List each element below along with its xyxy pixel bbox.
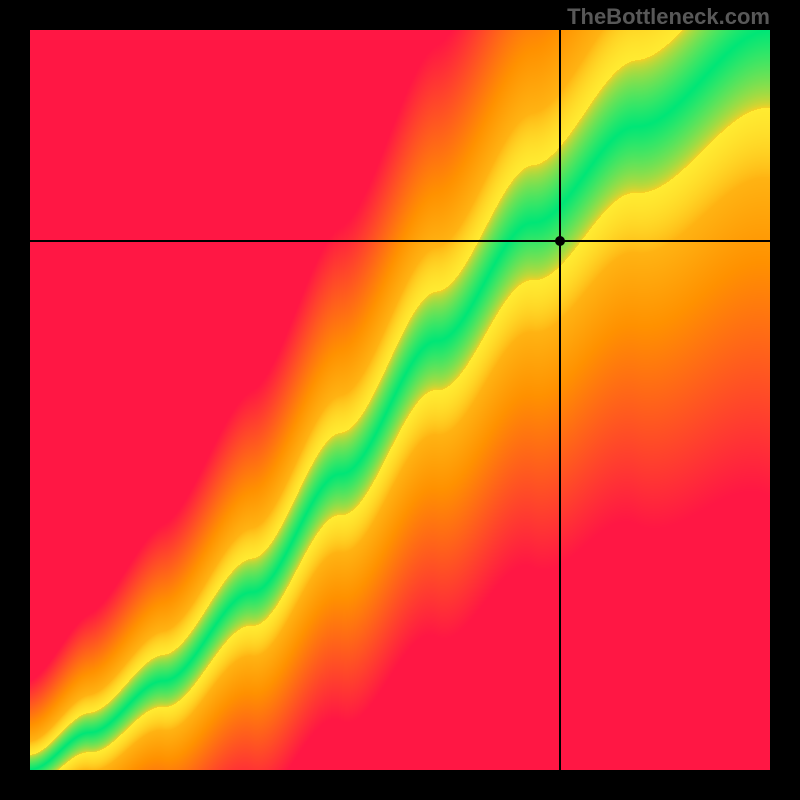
heatmap-canvas — [30, 30, 770, 770]
data-point-marker — [555, 236, 565, 246]
chart-container: TheBottleneck.com — [0, 0, 800, 800]
crosshair-horizontal — [30, 240, 770, 242]
watermark-text: TheBottleneck.com — [567, 4, 770, 30]
crosshair-vertical — [559, 30, 561, 770]
